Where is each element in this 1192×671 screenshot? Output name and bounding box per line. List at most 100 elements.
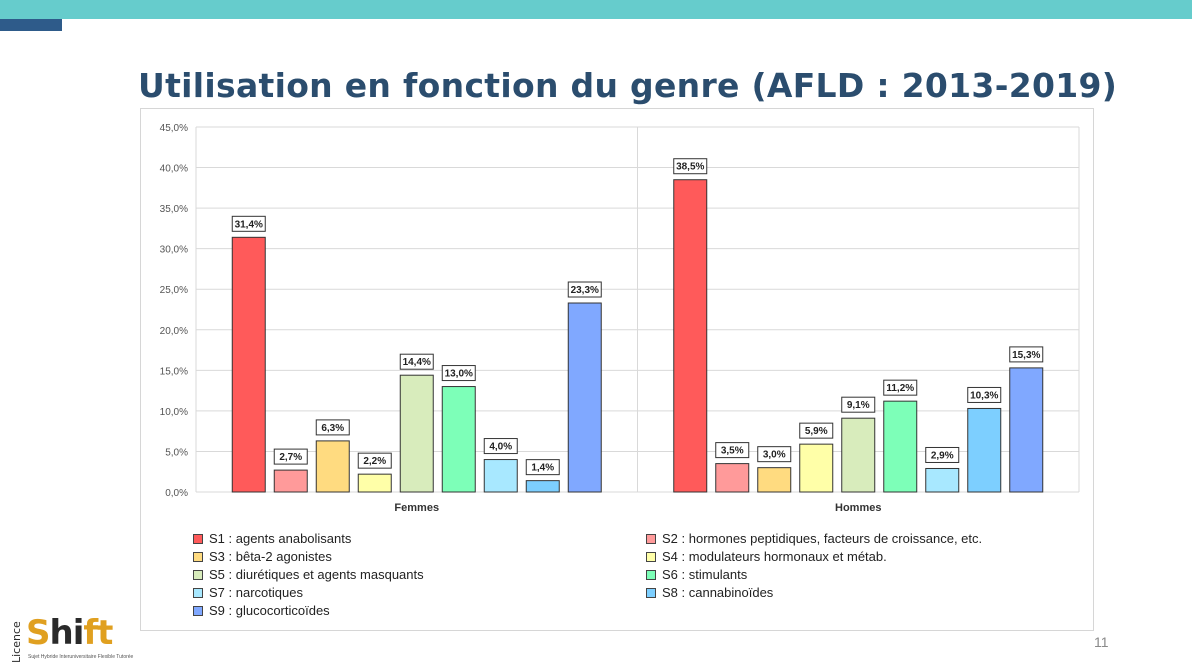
legend-swatch [646,551,656,562]
data-label-box [715,442,750,459]
legend-item: S7 : narcotiques [193,585,303,600]
data-label: 23,3% [571,285,599,296]
data-label-box [231,215,266,232]
y-tick-label: 45,0% [160,123,188,134]
data-label-box [441,365,476,382]
top-banner [0,0,1192,19]
data-label: 5,9% [805,426,828,437]
data-label-box [273,448,308,465]
legend-label: S2 : hormones peptidiques, facteurs de c… [662,531,983,546]
legend-item: S4 : modulateurs hormonaux et métab. [646,549,887,564]
page-number: 11 [1094,634,1109,650]
data-label-box [799,422,834,439]
legend-swatch [646,587,656,598]
legend-item: S1 : agents anabolisants [193,531,351,546]
legend-label: S1 : agents anabolisants [209,531,352,546]
legend-item: S2 : hormones peptidiques, facteurs de c… [646,531,982,546]
data-label: 15,3% [1012,350,1040,361]
data-label: 4,0% [489,442,512,453]
data-label-box [483,438,518,455]
legend-label: S5 : diurétiques et agents masquants [209,567,424,582]
legend-swatch [193,551,203,562]
data-label-box [399,353,434,370]
legend-label: S4 : modulateurs hormonaux et métab. [662,549,887,564]
legend-item: S9 : glucocorticoïdes [193,603,330,618]
data-label: 11,2% [886,383,914,394]
chart-frame: 0,0% 5,0% 10,0% 15,0% 20,0% 25,0% 30,0% 35,0% 40… [140,108,1094,631]
bar [883,400,918,493]
data-label: 14,4% [403,357,431,368]
y-tick-label: 25,0% [160,285,188,296]
data-label-box [883,379,918,396]
data-label-box [315,419,350,436]
data-label: 38,5% [676,162,704,173]
legend-item: S3 : bêta-2 agonistes [193,549,332,564]
legend-swatch [193,605,203,616]
licence-shift-logo: Licence Shift Sujet Hybride Interunivers… [8,611,138,667]
bar [715,463,750,493]
legend-swatch [646,569,656,580]
legend-label: S3 : bêta-2 agonistes [209,549,332,564]
y-tick-label: 10,0% [160,407,188,418]
data-label-box [757,446,792,463]
data-label-box [673,158,708,175]
x-category-label: Femmes [394,502,439,514]
legend-label: S8 : cannabinoïdes [662,585,774,600]
data-label: 9,1% [847,400,870,411]
data-label: 3,5% [721,446,744,457]
data-label: 6,3% [321,423,344,434]
data-label: 1,4% [531,463,554,474]
bar [231,236,266,493]
bar [799,443,834,493]
data-label: 13,0% [445,369,473,380]
bar [925,467,960,493]
bar [273,469,308,493]
bar [757,467,792,493]
legend-swatch [193,569,203,580]
y-tick-label: 40,0% [160,164,188,175]
bar [441,386,476,493]
x-category-label: Hommes [835,502,881,514]
y-tick-label: 15,0% [160,366,188,377]
data-label: 10,3% [970,390,998,401]
data-label-box [357,452,392,469]
legend-swatch [193,533,203,544]
data-label-box [567,281,602,298]
svg-text:Licence: Licence [10,621,23,663]
legend-label: S9 : glucocorticoïdes [209,603,330,618]
logo-tagline: Sujet Hybride Interuniversitaire Flexibl… [28,654,134,660]
bar [315,440,350,493]
bar [357,473,392,493]
data-label: 2,2% [363,456,386,467]
bar [673,179,708,493]
data-label-box [967,386,1002,403]
data-label: 2,7% [279,452,302,463]
y-tick-label: 0,0% [165,488,188,499]
legend-label: S7 : narcotiques [209,585,303,600]
bar [567,302,602,493]
top-accent-bar [0,19,62,31]
bar [841,417,876,493]
y-tick-label: 20,0% [160,326,188,337]
bar-chart: 0,0% 5,0% 10,0% 15,0% 20,0% 25,0% 30,0% 35,0% 40… [160,123,1080,514]
bar [1009,367,1044,493]
legend-item: S8 : cannabinoïdes [646,585,773,600]
bar [525,480,560,493]
data-label-box [525,459,560,476]
data-label-box [1009,346,1044,363]
bar [483,459,518,493]
y-tick-label: 5,0% [165,447,188,458]
legend-swatch [193,587,203,598]
data-label: 2,9% [931,450,954,461]
data-label: 3,0% [763,450,786,461]
legend-label: S6 : stimulants [662,567,748,582]
slide-title: Utilisation en fonction du genre (AFLD :… [138,66,1118,105]
y-tick-label: 35,0% [160,204,188,215]
bar [399,374,434,493]
data-label: 31,4% [235,219,263,230]
legend-item: S6 : stimulants [646,567,747,582]
data-label-box [841,396,876,413]
shift-wordmark: Shift [26,613,113,653]
licence-vertical-text: Licence [10,621,23,663]
legend-swatch [646,533,656,544]
